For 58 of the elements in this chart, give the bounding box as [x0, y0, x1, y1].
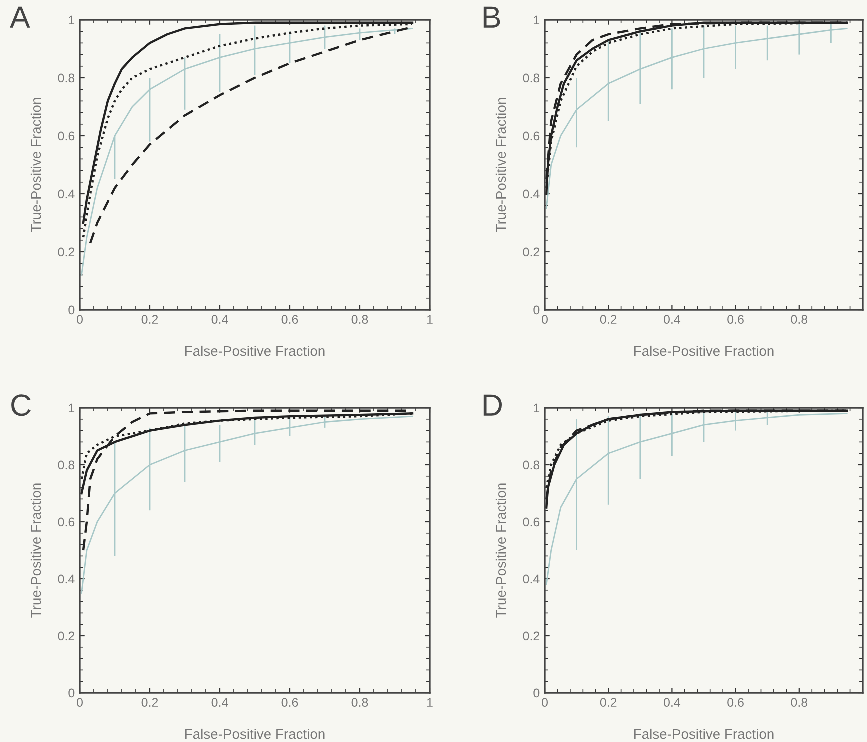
- x-tick-label: 0.6: [282, 698, 298, 708]
- chart-title: C: [12, 394, 31, 416]
- x-tick-label: 0.4: [212, 315, 228, 324]
- x-tick-label: 0.2: [600, 698, 617, 708]
- y-axis-title: True-Positive Fraction: [30, 484, 42, 618]
- y-tick-label: 0: [68, 688, 75, 698]
- y-tick-label: 0.8: [523, 74, 540, 83]
- y-tick-label: 0.6: [58, 132, 75, 141]
- y-tick-label: 1: [69, 16, 75, 25]
- y-tick-label: 0.8: [58, 460, 75, 470]
- x-tick-label: 0.8: [791, 315, 808, 324]
- y-axis-title: True-Positive Fraction: [30, 98, 42, 232]
- y-tick-label: 0.2: [523, 248, 540, 257]
- y-tick-label: 0.6: [58, 518, 75, 527]
- x-axis-title: False-Positive Fraction: [634, 728, 774, 740]
- chart-title: A: [10, 6, 30, 28]
- x-tick-label: 0.8: [352, 698, 368, 708]
- y-tick-label: 0.2: [58, 248, 75, 257]
- y-tick-label: 0.4: [58, 574, 75, 584]
- y-tick-label: 0.4: [523, 190, 540, 199]
- chart-title: B: [484, 6, 500, 28]
- y-tick-label: 0.4: [523, 574, 540, 584]
- x-tick-label: 0.6: [282, 315, 298, 324]
- y-tick-label: 0.2: [523, 632, 540, 641]
- x-axis-title: False-Positive Fraction: [186, 728, 325, 740]
- x-tick-label: 0.4: [212, 698, 228, 708]
- x-tick-label: 1: [427, 315, 433, 324]
- x-tick-label: 0.4: [664, 315, 681, 324]
- y-tick-label: 0.4: [58, 190, 75, 199]
- x-axis-title: False-Positive Fraction: [634, 346, 774, 356]
- y-tick-label: 0: [534, 688, 540, 698]
- y-tick-label: 0.8: [58, 74, 75, 83]
- y-axis-title: True-Positive Fraction: [496, 484, 506, 618]
- y-tick-label: 1: [534, 404, 540, 413]
- x-axis-title: False-Positive Fraction: [186, 346, 325, 356]
- y-tick-label: 0.6: [523, 132, 540, 141]
- chart-title: D: [484, 394, 502, 416]
- y-tick-label: 0: [534, 306, 540, 315]
- x-tick-label: 0.4: [664, 698, 681, 708]
- y-axis-title: True-Positive Fraction: [496, 98, 506, 232]
- x-tick-label: 0.6: [728, 698, 744, 708]
- x-tick-label: 0.2: [142, 698, 158, 708]
- x-tick-label: 0.2: [600, 315, 617, 324]
- y-tick-label: 0.8: [523, 460, 540, 470]
- x-tick-label: 0: [77, 315, 83, 324]
- y-tick-label: 1: [534, 16, 540, 25]
- x-tick-label: 0: [542, 698, 548, 708]
- x-tick-label: 0.2: [142, 315, 158, 324]
- x-tick-label: 0.8: [791, 698, 808, 708]
- y-tick-label: 0.6: [523, 518, 540, 527]
- x-tick-label: 1: [427, 698, 433, 707]
- x-tick-label: 0: [77, 698, 83, 708]
- x-tick-label: 0.8: [352, 315, 368, 324]
- x-tick-label: 0: [542, 315, 548, 324]
- y-tick-label: 0: [68, 306, 75, 315]
- y-tick-label: 1: [69, 404, 75, 413]
- y-tick-label: 0.2: [58, 632, 75, 641]
- x-tick-label: 0.6: [728, 315, 744, 324]
